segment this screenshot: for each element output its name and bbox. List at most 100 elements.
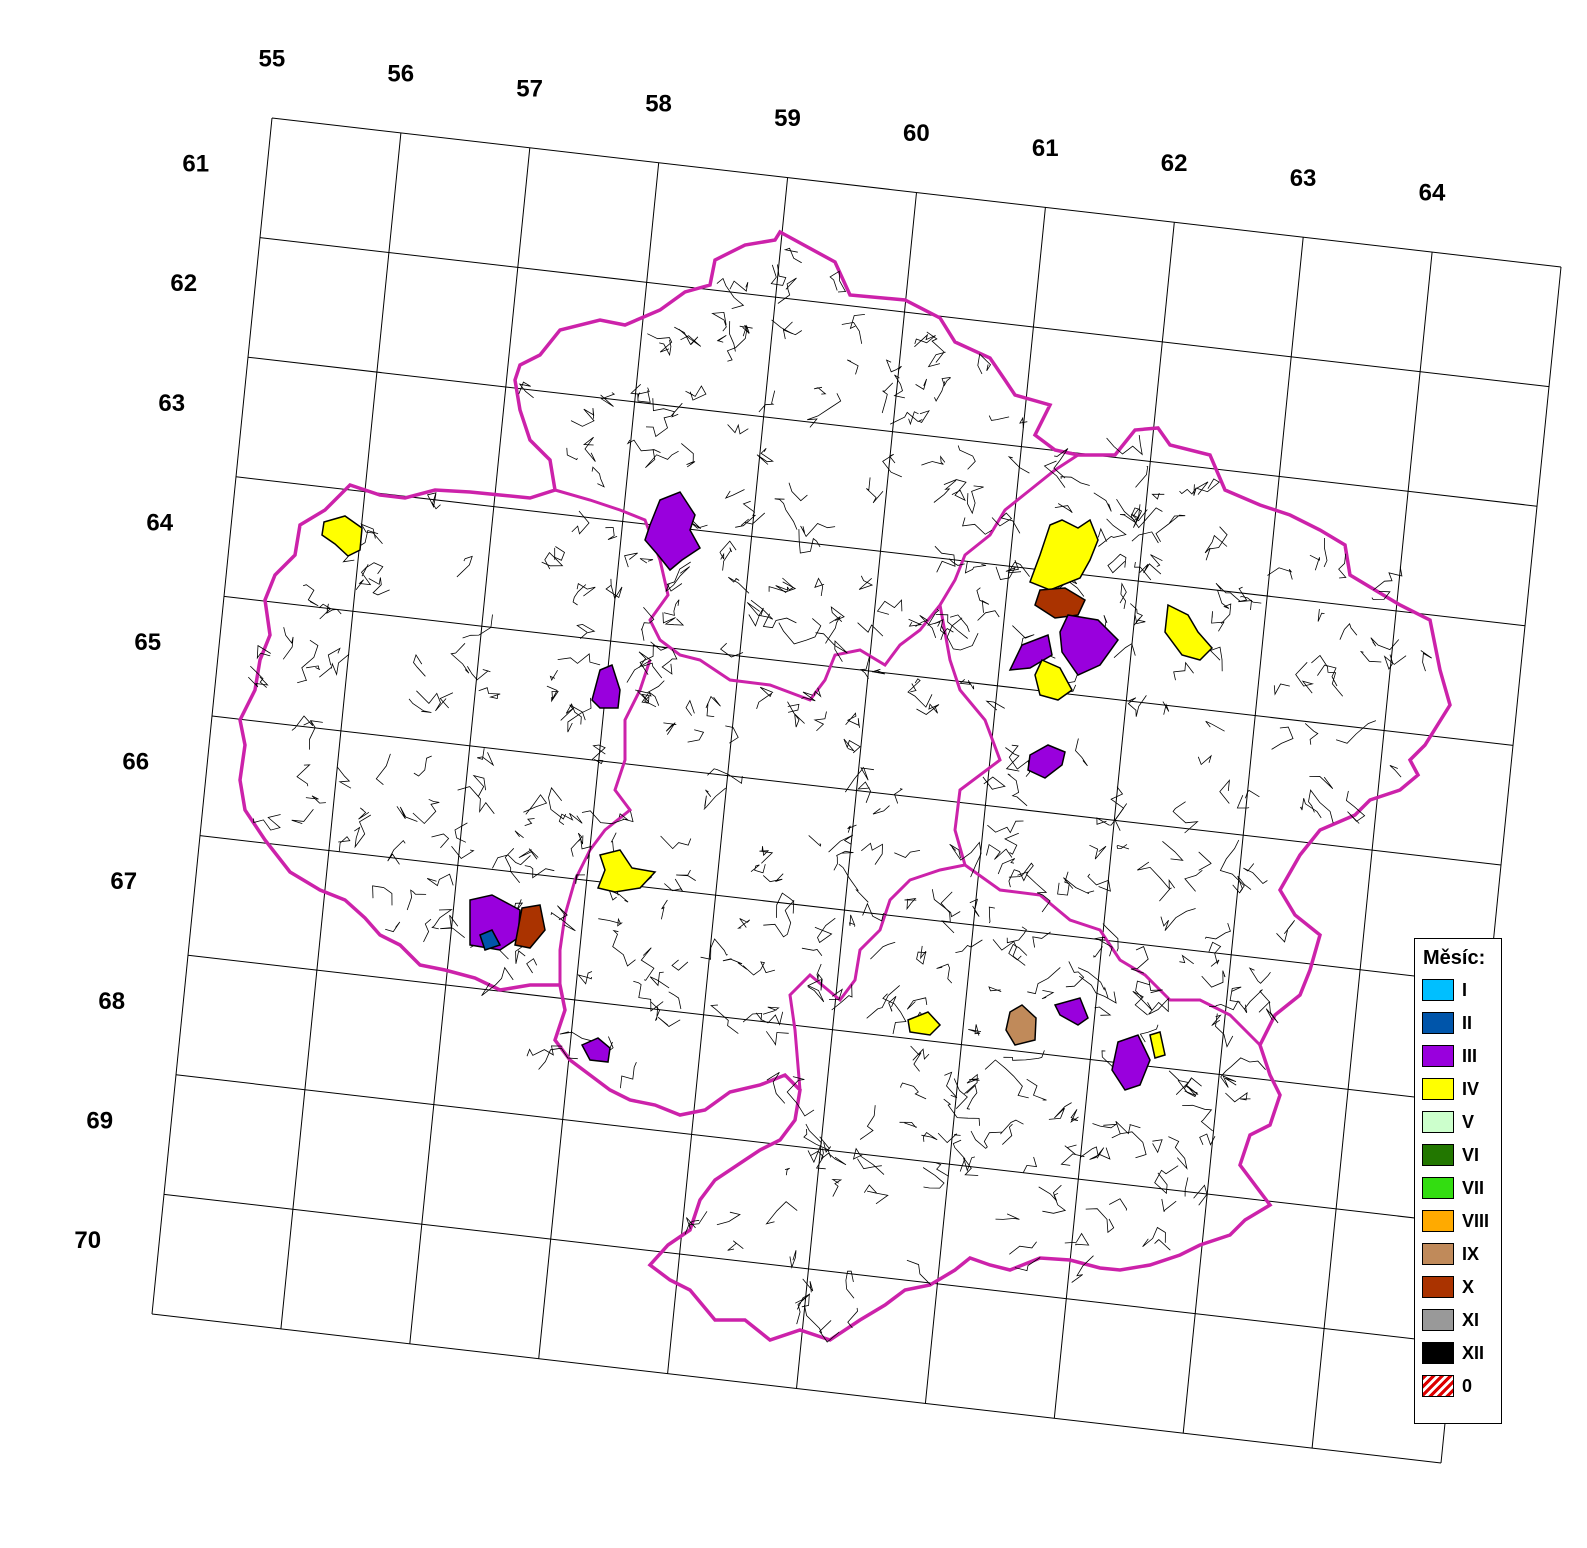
municipal-border — [282, 627, 294, 660]
municipal-border — [361, 562, 384, 577]
record-area — [580, 1037, 611, 1063]
grid-column-label: 60 — [903, 120, 930, 147]
municipal-border — [716, 277, 745, 309]
municipal-border — [1215, 1013, 1234, 1048]
municipal-border — [657, 1016, 681, 1028]
municipal-border — [1131, 531, 1159, 544]
municipal-border — [795, 1293, 810, 1308]
municipal-border — [1345, 790, 1366, 824]
municipal-border — [526, 1045, 563, 1057]
municipal-border — [472, 774, 486, 797]
municipal-border — [830, 606, 845, 622]
municipal-border — [413, 755, 432, 777]
municipal-border — [847, 1307, 858, 1329]
municipal-border — [605, 527, 618, 540]
municipal-border — [995, 559, 1019, 580]
municipal-border — [774, 498, 798, 530]
municipal-border — [296, 764, 311, 787]
municipal-border — [921, 455, 946, 466]
municipal-border — [976, 587, 990, 613]
municipal-border — [908, 411, 919, 426]
municipal-border — [1139, 563, 1162, 575]
municipal-border — [777, 277, 797, 304]
municipal-border — [862, 902, 887, 922]
municipal-border — [906, 1259, 931, 1286]
municipal-border — [1111, 1121, 1141, 1139]
municipal-border — [514, 830, 524, 839]
municipal-border — [748, 607, 764, 627]
municipal-border — [1026, 1078, 1047, 1101]
legend-swatch — [1422, 1177, 1454, 1199]
municipal-border — [372, 885, 393, 906]
municipal-border — [866, 477, 884, 504]
municipal-border — [305, 795, 326, 804]
municipal-border — [876, 599, 903, 615]
municipal-border — [664, 878, 684, 892]
municipal-border — [546, 685, 559, 703]
municipal-border — [1005, 747, 1020, 772]
municipal-border — [803, 1128, 832, 1158]
municipal-border — [686, 1211, 708, 1229]
grid-row-label: 67 — [110, 868, 137, 895]
municipal-border — [1371, 591, 1391, 600]
municipal-border — [413, 653, 426, 677]
municipal-border — [1007, 456, 1030, 474]
municipal-border — [776, 892, 795, 918]
municipal-border — [985, 700, 1005, 711]
municipal-border — [1085, 1208, 1115, 1234]
municipal-border — [1065, 961, 1085, 988]
record-area — [1029, 518, 1099, 591]
municipal-border — [518, 381, 534, 399]
municipal-border — [684, 1219, 700, 1235]
municipal-border — [1184, 1084, 1199, 1096]
municipal-border — [523, 794, 548, 815]
municipal-border — [922, 1167, 945, 1189]
municipal-border — [1116, 498, 1148, 522]
municipal-border — [647, 333, 673, 353]
municipal-border — [729, 280, 749, 292]
municipal-border — [727, 1240, 744, 1251]
municipal-border — [966, 1084, 978, 1110]
municipal-border — [427, 492, 441, 510]
municipal-border — [618, 811, 634, 823]
municipal-border — [454, 822, 468, 843]
municipal-border — [916, 703, 940, 715]
legend-label: IV — [1462, 1079, 1480, 1099]
legend-swatch — [1422, 1078, 1454, 1100]
municipal-border — [966, 485, 984, 515]
municipal-border — [921, 1131, 938, 1142]
municipal-border — [666, 561, 691, 592]
municipal-border — [825, 615, 841, 644]
municipal-border — [598, 917, 623, 927]
municipal-border — [1184, 1177, 1189, 1197]
record-area — [1027, 744, 1066, 779]
legend-item: VII — [1422, 1177, 1500, 1201]
municipal-border — [639, 558, 654, 564]
municipal-border — [963, 1156, 979, 1176]
municipal-border — [1008, 862, 1034, 878]
municipal-border — [1172, 801, 1199, 834]
municipal-border — [940, 891, 955, 934]
municipal-border — [1134, 614, 1146, 624]
municipal-borders — [248, 247, 1432, 1343]
municipal-border — [1209, 646, 1223, 672]
municipal-border — [943, 1098, 980, 1126]
municipal-border — [354, 814, 372, 849]
municipal-border — [406, 889, 427, 911]
municipal-border — [859, 656, 870, 679]
municipal-border — [762, 873, 784, 883]
municipal-border — [1006, 926, 1027, 944]
municipal-border — [1148, 980, 1163, 994]
municipal-border — [845, 1270, 855, 1299]
municipal-border — [962, 517, 993, 535]
municipal-border — [804, 1304, 823, 1334]
municipal-border — [770, 264, 787, 286]
municipal-border — [904, 897, 917, 911]
legend-label: 0 — [1462, 1376, 1473, 1396]
municipal-border — [1079, 1146, 1099, 1158]
grid-line-horizontal — [211, 715, 1502, 866]
municipal-border — [946, 617, 979, 651]
municipal-border — [1130, 603, 1143, 626]
municipal-border — [914, 333, 936, 348]
municipal-border — [808, 835, 822, 847]
